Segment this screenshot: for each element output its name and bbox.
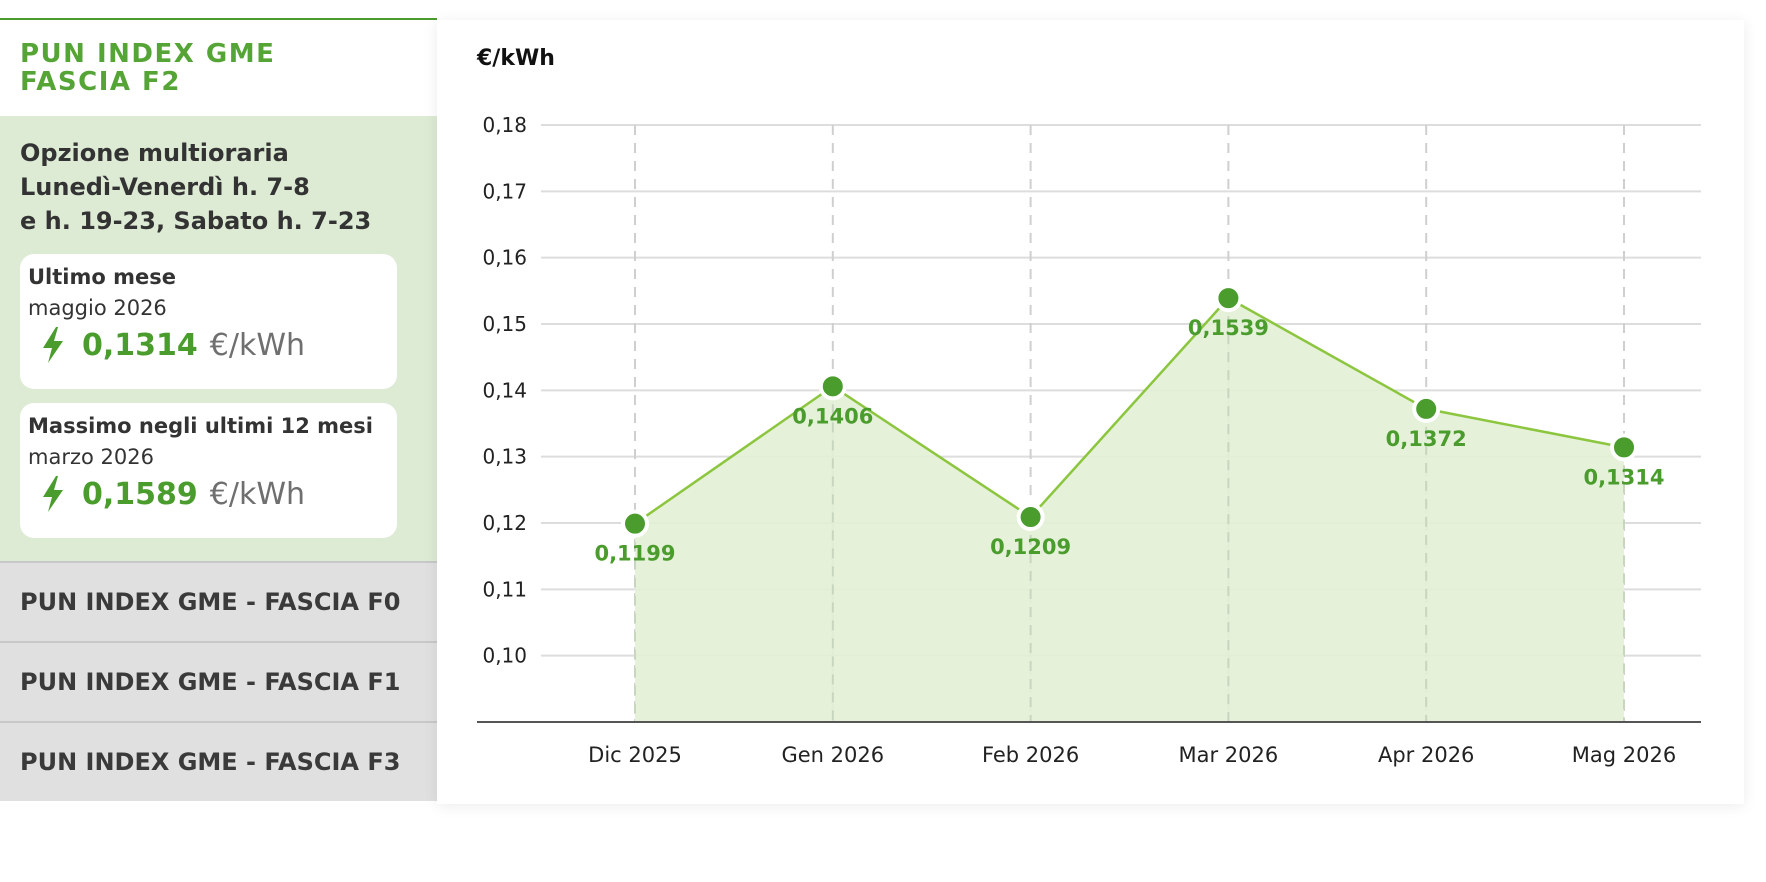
chart-card: €/kWh 0,10 0,11 0,12 0,13 0,14 0,15 0,16 0,17 0,… (437, 20, 1744, 804)
y-tick-label: 0,17 (482, 179, 527, 203)
x-tick-label: Dic 2025 (588, 743, 682, 767)
last-month-card: Ultimo mese maggio 2026 0,1314 €/kWh (20, 254, 397, 389)
lightning-bolt-icon (43, 476, 63, 512)
max-12-months-value: 0,1589 (82, 476, 198, 512)
accordion-item-fascia-f1[interactable]: PUN INDEX GME - FASCIA F1 (0, 641, 437, 721)
y-tick-label: 0,15 (482, 312, 527, 336)
max-12-months-label: Massimo negli ultimi 12 mesi (28, 414, 373, 438)
data-label: 0,1209 (990, 535, 1071, 559)
lightning-bolt-icon (43, 327, 63, 363)
data-label: 0,1406 (792, 404, 873, 428)
accordion-item-fascia-f0[interactable]: PUN INDEX GME - FASCIA F0 (0, 561, 437, 641)
last-month-period: maggio 2026 (28, 296, 167, 320)
data-point (1214, 284, 1243, 313)
data-point (818, 372, 847, 401)
data-point (1610, 433, 1638, 462)
last-month-unit: €/kWh (209, 327, 306, 363)
last-month-value: 0,1314 (82, 327, 198, 363)
schedule-line: Opzione multioraria (20, 139, 289, 167)
max-12-months-period: marzo 2026 (28, 445, 154, 469)
y-tick-label: 0,11 (482, 577, 527, 601)
y-tick-label: 0,12 (482, 511, 527, 535)
last-month-value-row: 0,1314 €/kWh (28, 326, 387, 364)
series-area (635, 298, 1624, 722)
active-tab-panel: Opzione multioraria Lunedì-Venerdì h. 7-… (0, 116, 437, 561)
active-tab-title-line2: FASCIA F2 (20, 67, 181, 97)
last-month-label: Ultimo mese (28, 265, 176, 289)
accordion-item-fascia-f3[interactable]: PUN INDEX GME - FASCIA F3 (0, 721, 437, 801)
data-label: 0,1199 (594, 542, 675, 566)
sidebar: PUN INDEX GME FASCIA F2 Opzione multiora… (0, 18, 437, 806)
y-axis-unit-label: €/kWh (477, 46, 555, 71)
y-tick-label: 0,14 (482, 378, 527, 402)
schedule-line: e h. 19-23, Sabato h. 7-23 (20, 207, 372, 235)
price-area-chart: 0,10 0,11 0,12 0,13 0,14 0,15 0,16 0,17 0,18 0,11… (477, 113, 1701, 767)
data-label: 0,1539 (1188, 316, 1269, 340)
active-tab-header[interactable]: PUN INDEX GME FASCIA F2 (0, 18, 437, 116)
data-point (1412, 394, 1441, 423)
max-12-months-value-row: 0,1589 €/kWh (28, 475, 387, 513)
data-label: 0,1314 (1583, 465, 1664, 489)
max-12-months-unit: €/kWh (209, 476, 306, 512)
data-point (621, 509, 649, 538)
x-tick-label: Apr 2026 (1378, 743, 1474, 767)
y-tick-label: 0,10 (482, 644, 527, 668)
active-tab-title-line1: PUN INDEX GME (20, 39, 276, 69)
schedule-line: Lunedì-Venerdì h. 7-8 (20, 173, 310, 201)
x-tick-label: Mag 2026 (1572, 743, 1676, 767)
schedule-description: Opzione multioraria Lunedì-Venerdì h. 7-… (20, 136, 417, 238)
y-tick-label: 0,18 (482, 113, 527, 137)
x-tick-label: Feb 2026 (982, 743, 1079, 767)
x-tick-label: Gen 2026 (781, 743, 884, 767)
y-tick-label: 0,16 (482, 246, 527, 270)
x-tick-label: Mar 2026 (1179, 743, 1279, 767)
max-12-months-card: Massimo negli ultimi 12 mesi marzo 2026 … (20, 403, 397, 538)
series-line (634, 296, 1625, 525)
y-tick-label: 0,13 (482, 445, 527, 469)
data-point (1016, 503, 1045, 532)
active-tab-title: PUN INDEX GME FASCIA F2 (20, 40, 437, 96)
data-label: 0,1372 (1386, 427, 1467, 451)
